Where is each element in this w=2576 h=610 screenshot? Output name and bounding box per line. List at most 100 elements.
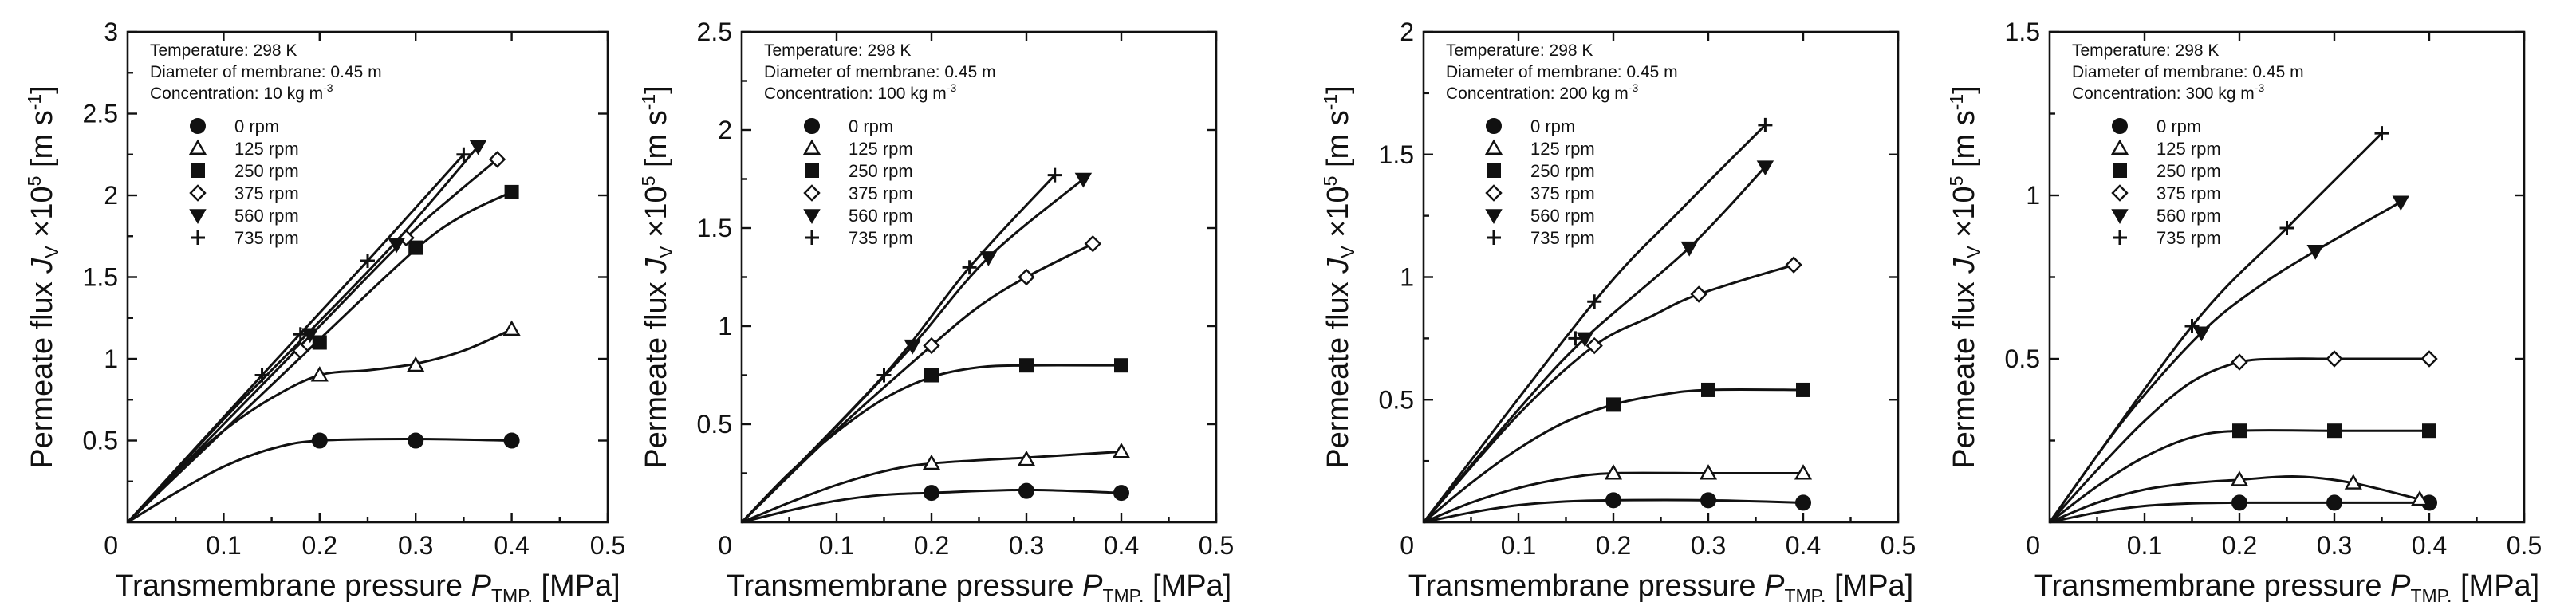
data-point (1585, 336, 1603, 355)
info-concentration: Concentration: 200 kg m-3 (1446, 81, 1638, 103)
legend-marker (2113, 163, 2127, 178)
legend-label: 735 rpm (2157, 228, 2221, 248)
data-point (388, 238, 405, 254)
data-point (1604, 464, 1623, 480)
info-temperature: Temperature: 298 K (2072, 41, 2219, 60)
data-point (2231, 353, 2248, 371)
x-tick-label: 0.2 (2222, 531, 2257, 560)
x-tick-label: 0.4 (1104, 531, 1139, 560)
series-375-rpm (126, 151, 506, 524)
data-point (2411, 490, 2429, 506)
legend-label: 0 rpm (2157, 116, 2201, 136)
series-curve (741, 488, 1122, 524)
legend-label: 125 rpm (2157, 139, 2221, 159)
legend-entry: 0 rpm (1486, 116, 1575, 136)
series-curve (1423, 498, 1804, 524)
data-point (2230, 470, 2249, 486)
legend-marker (191, 163, 205, 178)
y-tick-label: 3 (104, 18, 118, 46)
series-0-rpm (1423, 492, 1811, 524)
series-curve (126, 328, 513, 524)
x-tick-label: 0.3 (2317, 531, 2352, 560)
info-diameter: Diameter of membrane: 0.45 m (2072, 63, 2304, 81)
y-tick-label: 1 (104, 344, 118, 373)
legend-label: 250 rpm (2157, 161, 2221, 181)
data-point (1114, 358, 1128, 373)
legend-marker (191, 230, 205, 245)
data-point (2192, 326, 2211, 342)
data-point (923, 336, 940, 355)
legend-marker (2110, 139, 2129, 155)
legend-label: 560 rpm (234, 206, 299, 226)
chart-panel-2: 0.1 0.2 0.3 0.4 0.5 0.5 1 1.5 2 2.5 0 Transmembrane… (638, 18, 1234, 606)
series-735-rpm (2048, 126, 2389, 523)
x-tick-label: 0.2 (914, 531, 949, 560)
series-560-rpm (1422, 160, 1774, 523)
series-125-rpm (126, 320, 521, 524)
legend-entry: 250 rpm (805, 161, 913, 181)
legend-entry: 125 rpm (1484, 139, 1595, 159)
legend-entry: 250 rpm (2113, 161, 2221, 181)
legend-marker (2111, 184, 2129, 202)
data-point (1047, 167, 1062, 183)
legend-marker (805, 230, 819, 245)
series-735-rpm (740, 167, 1062, 524)
x-tick-label: 0.5 (1881, 531, 1916, 560)
data-point (1019, 358, 1034, 373)
legend-entry: 375 rpm (1485, 183, 1595, 203)
legend-entry: 125 rpm (2110, 139, 2221, 159)
x-tick-label: 0.2 (302, 531, 337, 560)
x-tick-label: 0.3 (398, 531, 433, 560)
legend-marker (1487, 230, 1501, 245)
y-tick-label: 0.5 (2005, 344, 2040, 373)
y-axis-label: Permeate flux JV ×105 [m s-1] (1946, 85, 1984, 469)
series-curve (2048, 200, 2402, 523)
legend-label: 250 rpm (849, 161, 913, 181)
info-concentration: Concentration: 10 kg m-3 (150, 81, 333, 103)
series-125-rpm (1423, 464, 1813, 524)
series-735-rpm (1422, 117, 1773, 523)
series-735-rpm (126, 147, 471, 524)
data-point (408, 240, 423, 255)
legend-label: 735 rpm (849, 228, 913, 248)
data-point (1758, 117, 1773, 132)
y-tick-label: 1.5 (2005, 18, 2040, 46)
legend-entry: 560 rpm (189, 206, 299, 226)
legend-marker (190, 118, 206, 134)
x-tick-label: 0.5 (2507, 531, 2542, 560)
data-point (360, 254, 375, 268)
legend-entry: 735 rpm (2113, 228, 2221, 248)
x-axis-label: Transmembrane pressure PTMP. [MPa] (2034, 569, 2539, 606)
chart-panel-3: 0.1 0.2 0.3 0.4 0.5 0.5 1 1.5 2 0 Transmembrane pr… (1320, 18, 1916, 606)
data-point (2422, 423, 2436, 439)
info-diameter: Diameter of membrane: 0.45 m (764, 63, 996, 81)
data-point (1680, 241, 1698, 257)
data-point (1587, 294, 1602, 309)
x-tick-label: 0.1 (1501, 531, 1536, 560)
data-point (456, 147, 471, 162)
series-curve (1422, 263, 1794, 523)
plot-frame (2048, 30, 2526, 524)
data-point (924, 485, 939, 502)
data-point (2374, 126, 2389, 141)
legend-entry: 375 rpm (189, 183, 299, 203)
legend-marker (1485, 184, 1503, 202)
data-point (469, 140, 487, 155)
data-point (311, 432, 328, 449)
x-tick-label: 0.3 (1691, 531, 1726, 560)
x-tick-label: 0.1 (206, 531, 241, 560)
origin-label: 0 (1400, 531, 1414, 560)
y-tick-label: 2.5 (83, 100, 118, 128)
series-curve (741, 450, 1122, 524)
y-tick-label: 1.5 (83, 263, 118, 292)
x-tick-label: 0.3 (1009, 531, 1044, 560)
legend-marker (804, 118, 820, 134)
series-curve (127, 437, 512, 524)
data-point (1690, 285, 1707, 303)
x-tick-label: 0.2 (1596, 531, 1631, 560)
series-curve (2049, 501, 2429, 524)
legend-entry: 375 rpm (803, 183, 913, 203)
data-point (1074, 172, 1093, 188)
series-curve (126, 153, 465, 524)
